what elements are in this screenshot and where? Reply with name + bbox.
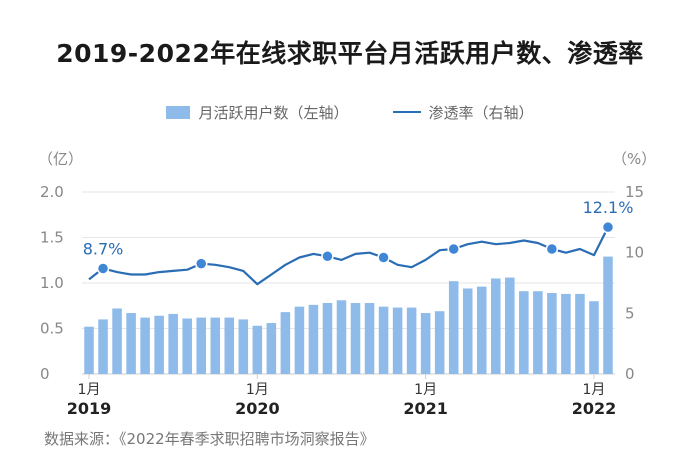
bar [196,317,206,374]
bar [252,325,263,374]
legend-line-swatch [392,111,421,113]
bar [406,307,417,374]
bar [308,304,319,374]
bar [182,318,192,374]
bar [589,301,599,374]
bar [224,317,235,374]
y-right-tick-label: 0 [625,365,635,383]
legend-item-line: 渗透率（右轴） [392,102,534,123]
x-tick-year-label: 2021 [403,399,448,418]
bar [280,312,291,374]
bar [294,306,305,374]
y-left-unit-label: （亿） [38,150,83,168]
x-tick-year-label: 2022 [572,399,617,418]
bar [561,293,571,374]
line-marker [194,257,208,270]
bar [378,306,389,374]
y-right-tick-label: 10 [625,244,644,262]
bar [112,308,122,374]
data-label: 8.7% [83,239,124,258]
x-tick-year-label: 2020 [235,399,280,418]
y-left-tick-label: 0 [40,365,50,383]
x-tick-year-label: 2019 [67,399,112,418]
data-label: 12.1% [583,198,634,217]
bar [519,291,529,374]
bar [154,315,164,374]
bar [575,293,585,374]
y-left-tick-label: 1.0 [40,274,64,292]
bar [350,303,361,374]
bar [98,319,108,374]
source-note: 数据来源：《2022年春季求职招聘市场洞察报告》 [44,430,375,448]
y-right-tick-label: 5 [625,304,635,322]
bar [392,307,403,374]
bar [322,303,333,374]
bar [547,293,557,374]
line-marker [377,251,390,264]
bar [462,288,473,374]
x-tick-month-label: 1月 [246,382,269,398]
bar [434,311,445,374]
legend-bar-label: 月活跃用户数（左轴） [198,103,349,122]
x-tick-month-label: 1月 [414,382,437,398]
bar [491,278,501,374]
bar [336,300,347,374]
y-left-tick-label: 1.5 [40,229,64,247]
legend-line-label: 渗透率（右轴） [428,103,534,122]
bar [84,326,94,374]
bar [476,286,487,374]
y-right-unit-label: （%） [612,150,656,168]
bar [266,323,277,374]
x-tick-month-label: 1月 [78,382,101,398]
bar [238,319,249,374]
legend: 月活跃用户数（左轴） 渗透率（右轴） [0,100,700,124]
bar [533,291,543,374]
legend-item-bar: 月活跃用户数（左轴） [166,102,349,123]
bar [168,313,178,374]
line-marker [96,262,110,275]
line-marker [321,250,334,263]
line-marker [545,242,559,256]
bar [126,313,136,374]
bar [448,281,459,374]
bar [140,317,150,374]
y-left-tick-label: 2.0 [40,183,64,201]
bar [210,317,221,374]
chart-title: 2019-2022年在线求职平台月活跃用户数、渗透率 [56,39,644,68]
legend-bar-swatch [166,105,191,119]
bar [420,313,431,374]
line-marker [601,220,615,234]
bar [603,256,613,374]
bar [364,303,375,374]
line-marker [447,242,460,256]
bar [505,277,515,374]
x-tick-month-label: 1月 [582,382,605,398]
penetration-line [88,226,609,286]
y-left-tick-label: 0.5 [40,320,64,338]
y-right-tick-label: 15 [625,183,644,201]
